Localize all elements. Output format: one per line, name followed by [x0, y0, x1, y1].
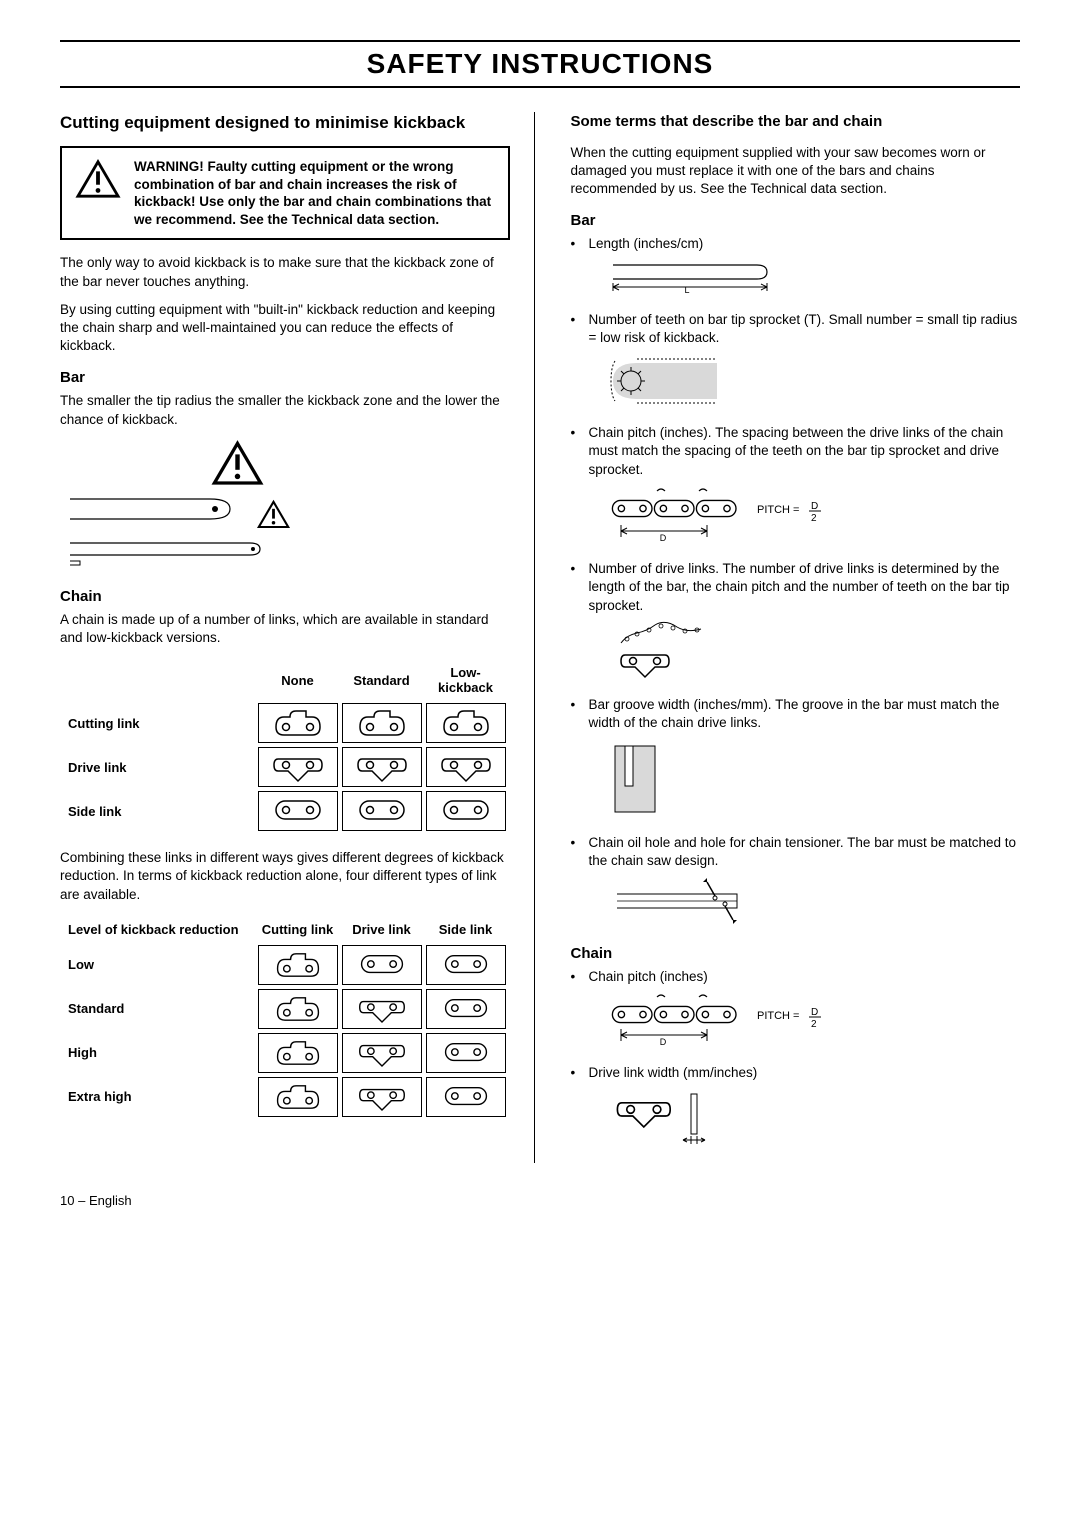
bar-item-length: Length (inches/cm) L: [571, 235, 1021, 300]
chain-subhead-left: Chain: [60, 588, 510, 605]
t2-corner: Level of kickback reduction: [64, 918, 254, 941]
right-heading: Some terms that describe the bar and cha…: [571, 112, 1021, 132]
warning-text: WARNING! Faulty cutting equipment or the…: [134, 158, 496, 228]
t1-row-drive: Drive link: [64, 747, 254, 787]
t1-col-standard: Standard: [342, 661, 422, 699]
drivewidth-diagram: [607, 1088, 1021, 1153]
bar-item-pitch-text: Chain pitch (inches). The spacing betwee…: [589, 425, 1004, 476]
t1-col-none: None: [258, 661, 338, 699]
chain-item-pitch: Chain pitch (inches) D: [571, 968, 1021, 1053]
chain-item-drivewidth-text: Drive link width (mm/inches): [589, 1065, 758, 1080]
bar-item-oilhole: Chain oil hole and hole for chain tensio…: [571, 834, 1021, 932]
t1-row-cutting: Cutting link: [64, 703, 254, 743]
chain-pitch-diagram: D: [607, 993, 1021, 1054]
bar-item-groove-text: Bar groove width (inches/mm). The groove…: [589, 697, 1000, 730]
bar-item-teeth-text: Number of teeth on bar tip sprocket (T).…: [589, 312, 1018, 345]
bar-subhead-right: Bar: [571, 212, 1021, 229]
t2-col-drive: Drive link: [342, 918, 422, 941]
chain-subhead-right: Chain: [571, 945, 1021, 962]
bar-item-oilhole-text: Chain oil hole and hole for chain tensio…: [589, 835, 1017, 868]
svg-text:L: L: [684, 285, 689, 295]
bar-item-drivelinks-text: Number of drive links. The number of dri…: [589, 561, 1010, 612]
length-diagram: L: [607, 259, 1021, 300]
oilhole-diagram: [607, 876, 1021, 931]
page-footer: 10 – English: [60, 1193, 1020, 1208]
left-para-1: The only way to avoid kickback is to mak…: [60, 254, 510, 290]
bar-tip-diagram: [60, 439, 510, 574]
chain-item-drivewidth: Drive link width (mm/inches): [571, 1064, 1021, 1153]
bar-item-length-text: Length (inches/cm): [589, 236, 704, 251]
kickback-reduction-table: Level of kickback reduction Cutting link…: [60, 914, 510, 1121]
two-column-layout: Cutting equipment designed to minimise k…: [60, 112, 1020, 1163]
bar-para-left: The smaller the tip radius the smaller t…: [60, 392, 510, 428]
pitch-diagram: D: [607, 485, 1021, 550]
link-types-table: None Standard Low-kickback Cutting link …: [60, 657, 510, 835]
t2-row-extrahigh: Extra high: [64, 1077, 254, 1117]
chain-bullet-list: Chain pitch (inches) D: [571, 968, 1021, 1153]
footer-language: English: [89, 1193, 132, 1208]
left-column: Cutting equipment designed to minimise k…: [60, 112, 535, 1163]
bar-subhead-left: Bar: [60, 369, 510, 386]
left-para-2: By using cutting equipment with "built-i…: [60, 301, 510, 356]
t2-col-cutting: Cutting link: [258, 918, 338, 941]
drivelinks-diagram: [607, 621, 1021, 686]
page-title: SAFETY INSTRUCTIONS: [60, 40, 1020, 88]
bar-bullet-list: Length (inches/cm) L Number of teeth on …: [571, 235, 1021, 931]
t2-row-high: High: [64, 1033, 254, 1073]
bar-item-teeth: Number of teeth on bar tip sprocket (T).…: [571, 311, 1021, 415]
chain-item-pitch-text: Chain pitch (inches): [589, 969, 708, 984]
bar-item-drivelinks: Number of drive links. The number of dri…: [571, 560, 1021, 686]
right-intro: When the cutting equipment supplied with…: [571, 144, 1021, 199]
chain-para-left: A chain is made up of a number of links,…: [60, 611, 510, 647]
sprocket-diagram: [607, 353, 1021, 414]
left-heading: Cutting equipment designed to minimise k…: [60, 112, 510, 134]
bar-item-pitch: Chain pitch (inches). The spacing betwee…: [571, 424, 1021, 550]
t2-row-standard: Standard: [64, 989, 254, 1029]
right-column: Some terms that describe the bar and cha…: [565, 112, 1021, 1163]
bar-item-groove: Bar groove width (inches/mm). The groove…: [571, 696, 1021, 824]
footer-page-number: 10: [60, 1193, 74, 1208]
combine-para: Combining these links in different ways …: [60, 849, 510, 904]
t2-row-low: Low: [64, 945, 254, 985]
t2-col-side: Side link: [426, 918, 506, 941]
warning-triangle-icon: [74, 158, 122, 200]
svg-text:D: D: [659, 1037, 666, 1047]
t1-col-lowkick: Low-kickback: [426, 661, 506, 699]
groove-diagram: [607, 738, 1021, 823]
svg-text:D: D: [659, 533, 666, 543]
warning-box: WARNING! Faulty cutting equipment or the…: [60, 146, 510, 240]
t1-row-side: Side link: [64, 791, 254, 831]
